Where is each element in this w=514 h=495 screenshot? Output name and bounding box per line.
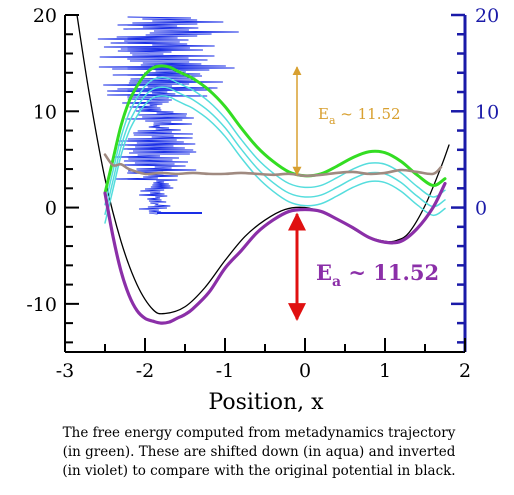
- right-tick-label: 10: [475, 101, 499, 123]
- free-energy-green-line: [103, 64, 447, 195]
- inverted-violet-line: [103, 181, 447, 325]
- trajectory-line: [97, 16, 239, 215]
- caption-line-2: (in green). These are shifted down (in a…: [62, 444, 456, 460]
- right-tick-label: 0: [475, 198, 487, 220]
- x-tick-label: 2: [459, 360, 471, 382]
- left-tick-label: 0: [45, 198, 57, 220]
- axes: [64, 13, 467, 353]
- caption-line-1: The free energy computed from metadynami…: [62, 425, 456, 441]
- curves: [76, 14, 450, 325]
- figure-caption: The free energy computed from metadynami…: [14, 424, 504, 481]
- original-potential-line: [76, 14, 450, 315]
- annotation-violet: Ea ~ 11.52: [316, 260, 439, 290]
- x-tick-label: 1: [379, 360, 391, 382]
- right-tick-label: 20: [475, 5, 499, 27]
- left-tick-label: 10: [33, 101, 57, 123]
- caption-line-3: (in violet) to compare with the original…: [62, 463, 456, 479]
- shifted-aqua-line-3: [104, 95, 446, 224]
- x-tick-label: -2: [136, 360, 155, 382]
- shifted-aqua-line-1: [104, 76, 446, 206]
- left-tick-label: 20: [33, 5, 57, 27]
- annotation-violet-sub: a: [332, 274, 341, 290]
- annotation-orange-sub: a: [329, 114, 336, 127]
- trajectory-trace: [97, 16, 239, 215]
- x-axis-title: Position, x: [208, 390, 324, 415]
- annotation-violet-rest: ~ 11.52: [341, 260, 439, 285]
- annotation-orange-e: E: [318, 105, 329, 123]
- annotation-orange: Ea ~ 11.52: [318, 105, 401, 127]
- x-tick-label: 0: [299, 360, 311, 382]
- left-tick-label: -10: [26, 294, 57, 316]
- bias-brown-line: [103, 153, 443, 178]
- x-tick-label: -3: [56, 360, 75, 382]
- x-tick-label: -1: [216, 360, 235, 382]
- annotation-violet-e: E: [316, 260, 332, 285]
- annotation-orange-rest: ~ 11.52: [336, 105, 401, 123]
